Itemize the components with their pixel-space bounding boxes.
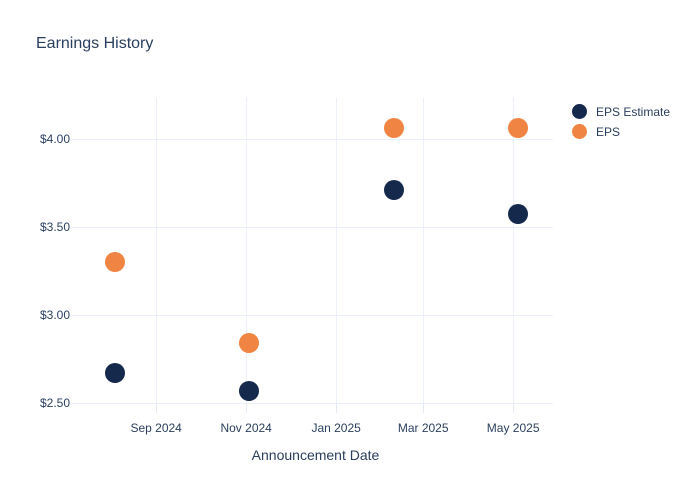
x-tick-mark bbox=[423, 405, 425, 413]
x-gridline bbox=[513, 98, 515, 405]
y-gridline bbox=[78, 138, 553, 140]
y-tick-mark bbox=[73, 138, 78, 140]
x-tick-mark bbox=[246, 405, 248, 413]
data-point-eps[interactable] bbox=[383, 117, 404, 138]
y-tick-mark bbox=[73, 315, 78, 317]
x-tick-label: Sep 2024 bbox=[130, 421, 182, 435]
x-gridline bbox=[423, 98, 425, 405]
data-point-eps-estimate[interactable] bbox=[383, 179, 404, 200]
legend: EPS Estimate EPS bbox=[572, 104, 670, 139]
data-point-eps[interactable] bbox=[239, 333, 260, 354]
data-point-eps-estimate[interactable] bbox=[104, 363, 125, 384]
x-tick-mark bbox=[513, 405, 515, 413]
y-gridline bbox=[78, 226, 553, 228]
x-tick-label: May 2025 bbox=[486, 421, 540, 435]
x-gridline bbox=[246, 98, 248, 405]
chart-title: Earnings History bbox=[36, 35, 154, 52]
eps-estimate-marker-icon bbox=[572, 104, 587, 119]
x-gridline bbox=[156, 98, 158, 405]
x-axis-title: Announcement Date bbox=[251, 447, 380, 463]
legend-item-eps[interactable]: EPS bbox=[572, 124, 670, 139]
x-tick-mark bbox=[336, 405, 338, 413]
data-point-eps[interactable] bbox=[507, 117, 528, 138]
data-point-eps[interactable] bbox=[104, 252, 125, 273]
y-tick-label: $2.50 bbox=[39, 396, 70, 411]
data-point-eps-estimate[interactable] bbox=[239, 380, 260, 401]
y-tick-label: $3.00 bbox=[39, 308, 70, 323]
legend-label: EPS bbox=[596, 124, 621, 139]
y-gridline bbox=[78, 403, 553, 405]
x-tick-mark bbox=[156, 405, 158, 413]
y-gridline bbox=[78, 315, 553, 317]
y-tick-mark bbox=[73, 403, 78, 405]
x-tick-label: Jan 2025 bbox=[311, 421, 361, 435]
y-tick-label: $3.50 bbox=[39, 219, 70, 234]
legend-item-eps-estimate[interactable]: EPS Estimate bbox=[572, 104, 670, 119]
y-tick-mark bbox=[73, 226, 78, 228]
legend-label: EPS Estimate bbox=[596, 104, 671, 119]
x-gridline bbox=[336, 98, 338, 405]
data-point-eps-estimate[interactable] bbox=[507, 204, 528, 225]
x-tick-label: Nov 2024 bbox=[220, 421, 272, 435]
y-tick-label: $4.00 bbox=[39, 131, 70, 146]
eps-marker-icon bbox=[572, 124, 587, 139]
x-tick-label: Mar 2025 bbox=[397, 421, 449, 435]
